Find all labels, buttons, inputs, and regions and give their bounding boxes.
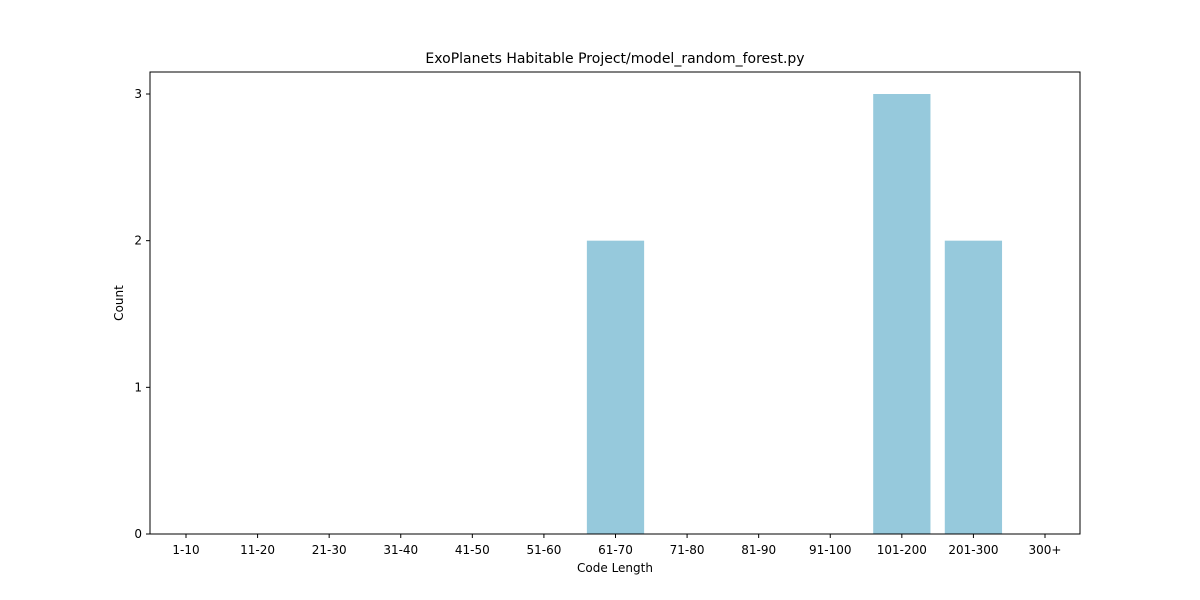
y-tick-label: 3 <box>134 87 142 101</box>
chart-title: ExoPlanets Habitable Project/model_rando… <box>425 51 804 67</box>
x-tick-label: 1-10 <box>172 543 199 557</box>
y-tick-label: 2 <box>134 234 142 248</box>
x-axis-label: Code Length <box>577 561 653 575</box>
y-tick-label: 1 <box>134 380 142 394</box>
x-tick-label: 21-30 <box>312 543 347 557</box>
y-tick-label: 0 <box>134 527 142 541</box>
x-tick-label: 300+ <box>1029 543 1062 557</box>
y-axis-label: Count <box>112 285 126 321</box>
x-tick-label: 71-80 <box>670 543 705 557</box>
x-tick-label: 81-90 <box>741 543 776 557</box>
x-axis-ticks: 1-10 11-20 21-30 31-40 41-50 51-60 61-70 71-80 8… <box>172 534 1061 557</box>
bar-201-300 <box>944 240 1003 534</box>
x-tick-label: 41-50 <box>455 543 490 557</box>
x-tick-label: 201-300 <box>948 543 998 557</box>
y-axis-ticks: 0 1 2 3 <box>134 87 150 541</box>
x-tick-label: 11-20 <box>240 543 275 557</box>
x-tick-label: 31-40 <box>383 543 418 557</box>
bar-101-200 <box>873 94 931 534</box>
bars-group <box>586 94 1003 534</box>
x-tick-label: 91-100 <box>809 543 852 557</box>
x-tick-label: 51-60 <box>526 543 561 557</box>
bar-61-70 <box>586 240 645 534</box>
x-tick-label: 61-70 <box>598 543 633 557</box>
x-tick-label: 101-200 <box>877 543 927 557</box>
